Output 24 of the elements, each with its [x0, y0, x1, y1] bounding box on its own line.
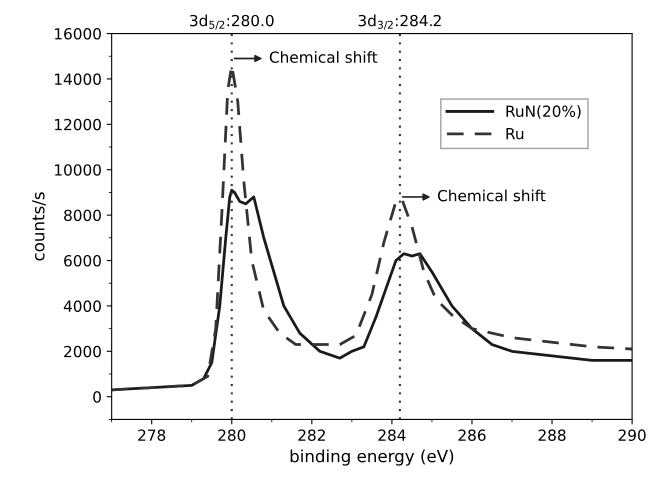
legend-label: RuN(20%): [506, 105, 581, 119]
x-tick-label: 286: [458, 429, 486, 441]
y-tick-label: 2000: [64, 346, 101, 358]
y-tick-label: 12000: [55, 118, 101, 130]
x-tick-label: 290: [618, 429, 646, 441]
y-tick-label: 16000: [55, 28, 101, 40]
ref-line-label: 3d$_{3/2}$:284.2: [358, 14, 441, 30]
x-tick-label: 284: [378, 429, 406, 441]
annotation: Chemical shift: [270, 51, 378, 63]
x-tick-label: 288: [538, 429, 566, 441]
y-tick-label: 0: [93, 391, 101, 403]
annotation: Chemical shift: [438, 190, 546, 202]
y-tick-label: 6000: [64, 254, 101, 267]
y-tick-label: 8000: [64, 210, 101, 222]
x-tick-label: 278: [138, 429, 166, 441]
legend-label: Ru: [506, 128, 524, 140]
y-tick-label: 14000: [55, 73, 101, 85]
x-tick-label: 282: [298, 429, 325, 441]
y-tick-label: 4000: [64, 300, 101, 312]
x-tick-label: 280: [218, 429, 246, 441]
y-tick-label: 10000: [55, 164, 101, 176]
y-axis-title: counts/s: [32, 192, 46, 261]
x-axis-title: binding energy (eV): [290, 449, 454, 466]
ref-line-label: 3d$_{5/2}$:280.0: [190, 14, 274, 30]
